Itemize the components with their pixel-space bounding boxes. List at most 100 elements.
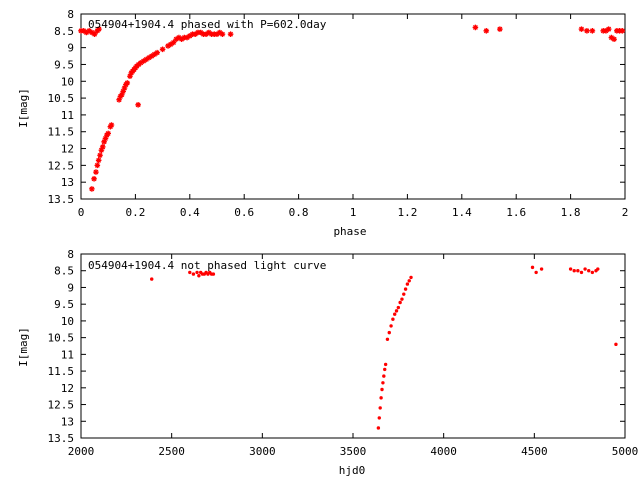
unphased-data-point [150, 277, 154, 281]
phased-data-point [91, 31, 98, 37]
unphased-x-tick-label: 3000 [249, 445, 276, 458]
phased-x-tick-label: 1.8 [561, 206, 581, 219]
phased-data-point [165, 43, 171, 49]
phased-data-point [203, 31, 209, 37]
unphased-data-point [383, 362, 388, 367]
unphased-data-point [396, 305, 401, 310]
phased-data-point [143, 56, 150, 63]
phased-data-point [159, 46, 166, 53]
unphased-y-tick-label: 12 [61, 382, 74, 395]
phased-data-point [227, 31, 234, 37]
phased-data-point [98, 147, 105, 154]
unphased-data-point [596, 267, 600, 271]
unphased-data-point [530, 265, 535, 270]
phased-data-point [140, 58, 147, 64]
unphased-x-axis-label: hjd0 [339, 464, 366, 477]
unphased-data-point [583, 267, 587, 271]
phased-data-point [148, 53, 155, 59]
phased-data-point [151, 51, 158, 58]
phased-y-tick-label: 8 [67, 8, 74, 21]
phased-plot-frame [80, 13, 626, 200]
unphased-data-point [376, 426, 381, 430]
phased-data-point [146, 54, 152, 61]
phased-y-tick-label: 10 [61, 75, 74, 88]
phased-data-point [96, 26, 102, 32]
unphased-data-point [539, 267, 544, 271]
phased-data-point [214, 31, 220, 37]
unphased-x-tick-label: 2000 [68, 445, 95, 458]
phased-data-point [108, 122, 115, 128]
unphased-plot-frame [80, 253, 626, 439]
unphased-data-point [568, 267, 573, 271]
phased-data-point [135, 102, 141, 108]
phased-data-point [206, 29, 212, 36]
phased-x-tick-label: 1.2 [397, 206, 417, 219]
unphased-x-tick-label: 3500 [340, 445, 367, 458]
phased-data-point [102, 135, 109, 142]
phased-data-point [119, 91, 125, 98]
unphased-data-point [398, 300, 402, 305]
phased-x-tick-labels: 0 0.2 0.4 0.6 0.8 1 1.2 1.4 1.6 1.8 2 [78, 206, 629, 219]
unphased-y-tick-label: 9 [67, 281, 74, 294]
phased-data-point [116, 96, 122, 103]
phased-x-tick-label: 1 [350, 206, 357, 219]
phased-data-point [219, 31, 226, 37]
phased-data-point [176, 34, 182, 41]
phased-x-tick-label: 0.6 [234, 206, 254, 219]
unphased-x-tick-label: 2500 [158, 445, 185, 458]
phased-data-point [184, 34, 190, 41]
unphased-data-point [381, 381, 385, 385]
unphased-data-point [576, 269, 580, 273]
phased-x-tick-label: 2 [622, 206, 629, 219]
phased-data-point [154, 49, 160, 56]
phased-data-point [94, 162, 101, 169]
unphased-y-tick-labels: 8 8.5 9 9.5 10 10.5 11 11.5 12 12.5 13 13.5 [48, 248, 75, 445]
phased-data-points [78, 24, 626, 192]
unphased-y-tick-label: 8 [67, 248, 74, 261]
unphased-data-point [400, 297, 404, 301]
phased-x-tick-label: 0 [78, 206, 85, 219]
unphased-y-tick-label: 10 [61, 315, 74, 328]
phased-x-tick-label: 1.4 [452, 206, 472, 219]
phased-data-point [91, 176, 97, 182]
phased-x-tick-label: 1.6 [506, 206, 526, 219]
unphased-data-point [572, 269, 576, 273]
unphased-data-point [402, 292, 406, 296]
unphased-y-tick-label: 8.5 [54, 265, 74, 278]
unphased-data-point [534, 270, 538, 275]
phased-data-point [120, 88, 126, 95]
unphased-data-point [407, 279, 411, 283]
phased-data-point [483, 28, 490, 34]
phased-data-point [589, 28, 596, 34]
phased-data-point [611, 36, 617, 43]
unphased-data-points [150, 265, 618, 430]
phased-data-point [170, 39, 177, 46]
unphased-data-point [383, 367, 387, 372]
phased-data-point [86, 28, 92, 34]
unphased-data-point [579, 270, 584, 275]
phased-data-point [187, 33, 193, 39]
phased-plot-title: 054904+1904.4 phased with P=602.0day [88, 18, 327, 31]
phased-y-tick-label: 13.5 [48, 193, 75, 206]
phased-data-point [124, 80, 131, 86]
phased-data-point [95, 157, 102, 164]
phased-data-point [99, 144, 106, 150]
phased-data-point [93, 169, 99, 175]
phased-x-tick-label: 0.4 [180, 206, 200, 219]
unphased-light-curve-panel: 2000 2500 3000 3500 4000 4500 5000 8 8.5 9 9.5 10 1… [17, 248, 638, 477]
unphased-data-point [382, 374, 386, 378]
unphased-data-point [197, 274, 201, 278]
unphased-x-tick-label: 4500 [521, 445, 548, 458]
unphased-data-point [391, 317, 395, 321]
phased-x-tick-label: 0.2 [125, 206, 145, 219]
unphased-y-tick-label: 13 [61, 415, 74, 428]
phased-data-point [497, 26, 503, 32]
unphased-data-point [188, 270, 192, 275]
unphased-data-point [378, 406, 382, 410]
unphased-data-point [377, 416, 381, 420]
phased-data-point [105, 130, 111, 137]
phased-data-point [138, 59, 144, 66]
phased-data-point [121, 85, 128, 91]
phased-data-point [584, 28, 590, 34]
